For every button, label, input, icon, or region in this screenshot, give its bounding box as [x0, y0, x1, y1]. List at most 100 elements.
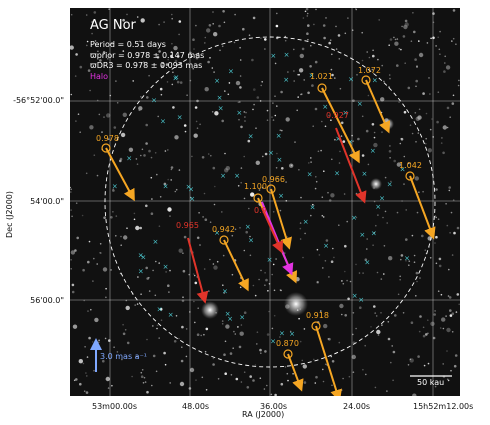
candidate-marker: ×	[173, 74, 179, 82]
star	[208, 24, 212, 27]
star	[152, 269, 154, 272]
star	[264, 152, 268, 156]
star	[206, 28, 211, 33]
star	[283, 252, 286, 254]
star	[321, 214, 324, 217]
star	[170, 166, 174, 169]
star	[349, 154, 352, 156]
star	[389, 157, 391, 159]
star	[261, 81, 263, 83]
star	[392, 350, 396, 354]
star	[124, 329, 127, 331]
star	[434, 385, 437, 388]
star	[204, 87, 209, 92]
star	[204, 36, 207, 39]
star	[273, 289, 276, 292]
star	[373, 136, 376, 139]
star	[394, 38, 397, 41]
star	[181, 346, 183, 349]
star	[265, 278, 268, 282]
star	[455, 311, 458, 313]
star	[451, 40, 453, 42]
star	[312, 203, 314, 206]
star	[71, 215, 73, 218]
star	[448, 296, 452, 299]
star	[214, 185, 216, 188]
star	[404, 19, 408, 23]
star	[332, 247, 334, 250]
star	[230, 374, 233, 376]
star	[427, 319, 429, 322]
star	[410, 321, 414, 325]
star	[148, 276, 150, 279]
star	[276, 177, 279, 180]
star	[86, 375, 88, 377]
star	[388, 150, 392, 153]
star	[421, 234, 424, 238]
star	[295, 277, 300, 282]
star	[456, 293, 460, 296]
star	[111, 384, 113, 387]
star	[285, 181, 287, 183]
star	[87, 310, 89, 312]
star	[178, 248, 183, 253]
star	[458, 303, 460, 306]
star	[292, 373, 294, 375]
star	[324, 363, 327, 366]
star	[248, 207, 250, 210]
star	[362, 368, 364, 371]
star	[377, 58, 379, 61]
star	[429, 257, 432, 259]
star	[96, 99, 99, 102]
star	[222, 254, 225, 257]
star	[79, 382, 82, 386]
star	[448, 186, 452, 189]
star	[204, 350, 207, 353]
star	[409, 124, 412, 126]
star	[454, 354, 458, 357]
star	[169, 215, 171, 217]
star	[297, 73, 299, 76]
star	[185, 328, 188, 330]
star	[103, 216, 106, 219]
star	[398, 47, 401, 50]
star	[142, 61, 145, 63]
star	[250, 192, 255, 197]
star	[432, 36, 435, 40]
star	[328, 199, 332, 202]
candidate-marker: ×	[387, 181, 393, 189]
star	[276, 12, 278, 15]
star	[140, 293, 142, 296]
star	[272, 263, 275, 266]
star	[239, 286, 242, 289]
star	[239, 331, 244, 336]
star	[224, 90, 226, 92]
star	[102, 267, 108, 272]
star	[239, 46, 241, 49]
star	[209, 221, 212, 223]
candidate-marker: ×	[214, 229, 220, 237]
star	[380, 312, 382, 314]
star	[298, 317, 300, 320]
star	[87, 260, 90, 264]
pm-arrow	[335, 127, 367, 204]
star	[133, 218, 136, 221]
star	[212, 11, 214, 13]
star	[284, 366, 287, 368]
star	[175, 188, 178, 191]
star	[213, 265, 218, 270]
star	[74, 249, 77, 252]
star	[260, 84, 262, 87]
star	[266, 119, 269, 121]
candidate-marker: ×	[310, 203, 316, 211]
star	[253, 88, 256, 91]
star	[167, 178, 169, 181]
candidate-marker: ×	[163, 263, 169, 271]
star	[413, 30, 416, 34]
star	[145, 266, 148, 270]
star	[150, 176, 153, 179]
star	[327, 191, 329, 194]
star	[176, 80, 180, 84]
star	[171, 13, 173, 16]
